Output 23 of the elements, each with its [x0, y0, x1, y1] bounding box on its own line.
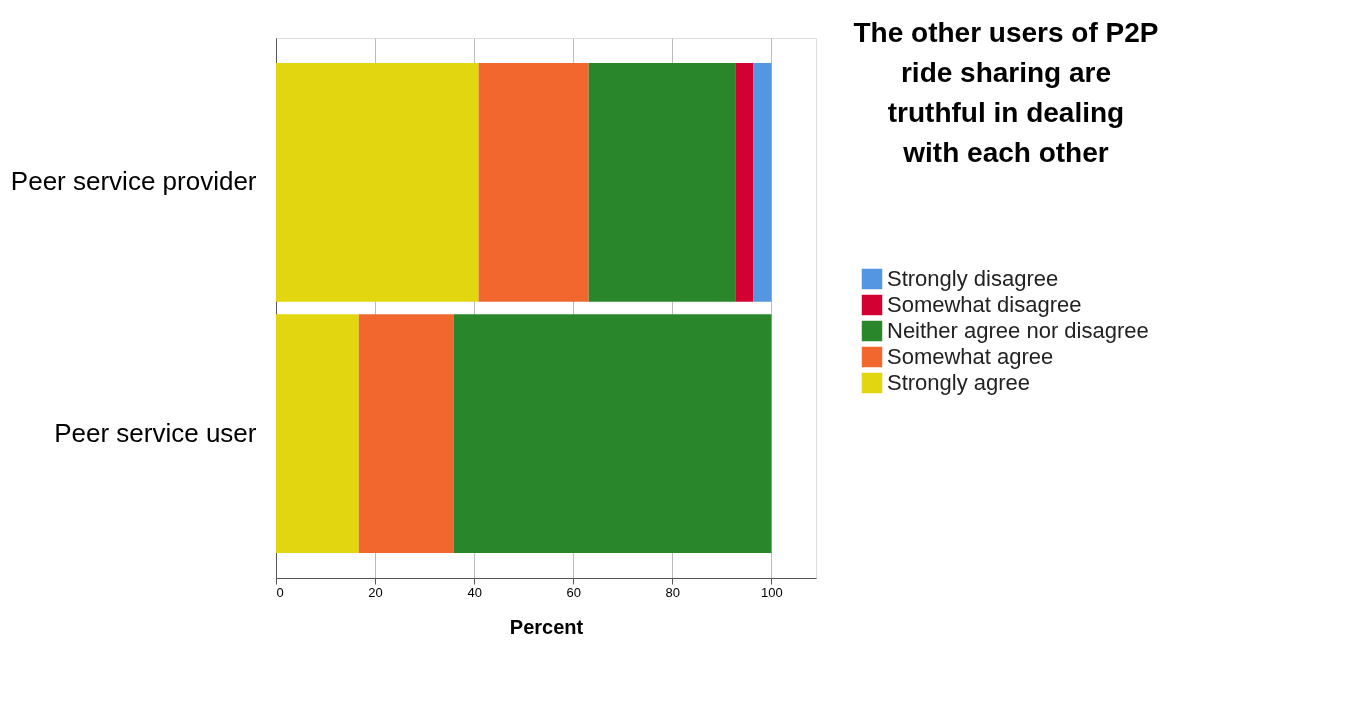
- legend-label: Strongly agree: [887, 370, 1031, 395]
- bar: [276, 63, 479, 302]
- bar: [588, 63, 736, 302]
- x-tick-label: 100: [761, 584, 783, 600]
- y-tick-label: Peer service provider: [10, 166, 257, 197]
- legend-label: Somewhat agree: [887, 344, 1054, 369]
- text: The other users of P2P ride sharing are truthful in dealing with each other: [853, 17, 1159, 168]
- x-tick-label: 80: [665, 584, 681, 600]
- legend-label: Neither agree nor disagree: [887, 318, 1149, 343]
- x-tick-label: 20: [368, 584, 383, 600]
- bar: [753, 63, 772, 302]
- y-tick-label: Peer service user: [54, 417, 257, 448]
- bar: [276, 314, 359, 553]
- bar: [735, 63, 754, 302]
- legend-label: Strongly disagree: [887, 266, 1059, 291]
- x-tick-label: 40: [467, 584, 482, 600]
- bar: [478, 63, 589, 302]
- x-axis-title: Percent: [509, 615, 584, 638]
- bar: [358, 314, 454, 553]
- bar: [453, 314, 772, 553]
- legend-label: Somewhat disagree: [887, 292, 1082, 317]
- x-tick-label: 0: [276, 584, 284, 600]
- x-tick-label: 60: [566, 584, 581, 600]
